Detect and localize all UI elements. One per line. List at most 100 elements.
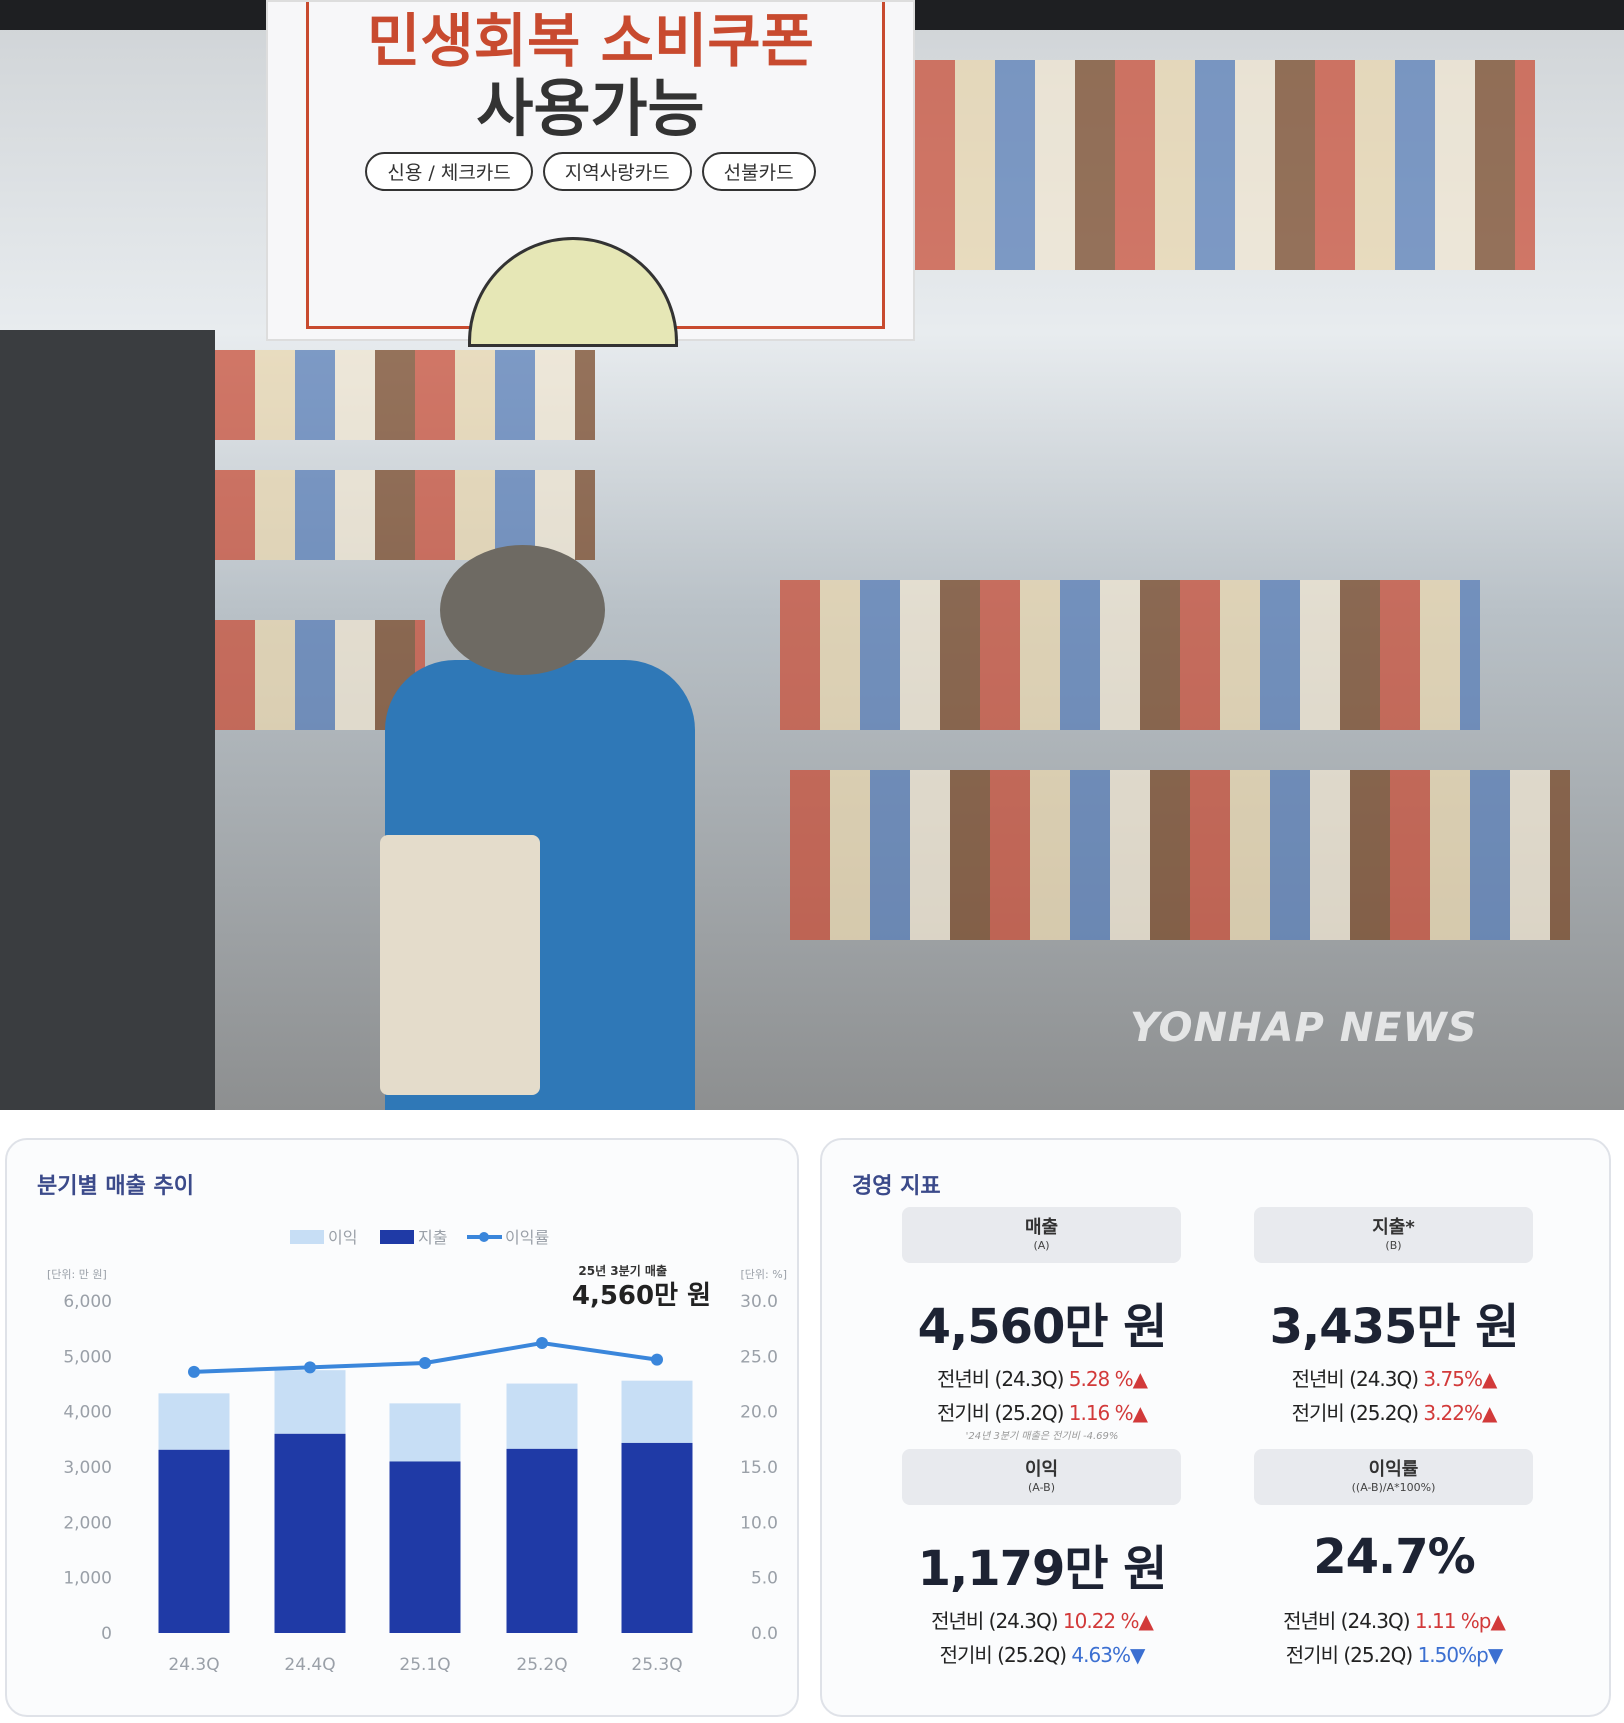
y-axis-unit-left: [단위: 만 원]	[47, 1268, 107, 1281]
kpi-label: 이익률	[1368, 1459, 1419, 1480]
tote-bag	[380, 835, 540, 1095]
yoy-label: 전년비 (24.3Q)	[931, 1609, 1058, 1633]
y-tick-left: 0	[101, 1624, 112, 1644]
kpi-formula: ((A-B)/A*100%)	[1351, 1481, 1436, 1494]
y-tick-right: 5.0	[751, 1569, 778, 1589]
bar-profit	[274, 1370, 346, 1434]
kpi-label: 지출*	[1372, 1217, 1415, 1238]
kpi-footnote: '24년 3분기 매출은 전기비 -4.69%	[965, 1431, 1119, 1442]
sign-pill: 선불카드	[701, 152, 816, 191]
yoy-value: 1.11 %p	[1414, 1609, 1492, 1633]
chart-svg: 0 1,000 2,000 3,000 4,000 5,000 6,000 0.0 5.0 10.…	[47, 1228, 787, 1675]
y-tick-right: 20.0	[740, 1403, 778, 1423]
kpi-title: 경영 지표	[852, 1174, 941, 1199]
legend-label-rate: 이익률	[505, 1228, 549, 1247]
sign-pill: 지역사랑카드	[542, 152, 692, 191]
kpi-qoq: 전기비 (25.2Q) 1.16 %▲	[862, 1397, 1222, 1426]
bar-expense	[158, 1449, 230, 1633]
x-tick: 25.3Q	[631, 1655, 682, 1675]
arrow-up-icon: ▲	[1132, 1401, 1148, 1425]
qoq-label: 전기비 (25.2Q)	[939, 1643, 1067, 1667]
kpi-label: 이익	[1024, 1459, 1059, 1480]
bar-expense	[389, 1461, 461, 1633]
shopper	[380, 545, 695, 1110]
kpi-value: 3,435만 원	[1269, 1299, 1520, 1355]
y-tick-left: 6,000	[63, 1292, 112, 1312]
legend-label-expense: 지출	[418, 1228, 447, 1247]
coupon-sign: 민생회복 소비쿠폰 사용가능 신용 / 체크카드 지역사랑카드 선불카드	[266, 0, 915, 347]
kpi-yoy: 전년비 (24.3Q) 3.75%▲	[1214, 1363, 1574, 1392]
yoy-label: 전년비 (24.3Q)	[936, 1367, 1064, 1391]
y-tick-right: 15.0	[740, 1458, 778, 1478]
arrow-up-icon: ▲	[1132, 1367, 1148, 1391]
legend-label-profit: 이익	[328, 1228, 357, 1247]
y-tick-right: 10.0	[740, 1513, 778, 1533]
y-tick-left: 5,000	[63, 1347, 112, 1367]
sign-line1: 민생회복 소비쿠폰	[366, 7, 815, 75]
legend-marker-rate	[479, 1232, 489, 1242]
qoq-value: 1.50%p	[1417, 1643, 1489, 1667]
arrow-up-icon: ▲	[1490, 1609, 1506, 1633]
kpi-header: 이익률 ((A-B)/A*100%)	[1254, 1449, 1533, 1505]
yoy-value: 5.28 %	[1068, 1367, 1134, 1391]
point-profit-rate	[651, 1353, 663, 1366]
kpi-qoq: 전기비 (25.2Q) 4.63%▼	[862, 1639, 1222, 1668]
legend-swatch-expense	[380, 1230, 414, 1244]
kpi-header: 이익 (A-B)	[902, 1449, 1181, 1505]
kpi-formula: (A)	[1033, 1239, 1050, 1252]
y-tick-right: 25.0	[740, 1347, 778, 1367]
point-profit-rate	[419, 1356, 431, 1369]
point-profit-rate	[188, 1365, 200, 1378]
arrow-up-icon: ▲	[1481, 1401, 1497, 1425]
y-tick-left: 2,000	[63, 1513, 112, 1533]
x-tick: 24.4Q	[284, 1655, 335, 1675]
bar-profit	[389, 1403, 461, 1462]
qoq-label: 전기비 (25.2Q)	[1285, 1643, 1413, 1667]
shelf-products	[790, 770, 1570, 940]
kpi-header: 매출 (A)	[902, 1207, 1181, 1263]
kpi-value: 1,179만 원	[917, 1541, 1168, 1597]
y-tick-left: 3,000	[63, 1458, 112, 1478]
kpi-yoy: 전년비 (24.3Q) 5.28 %▲	[862, 1363, 1222, 1392]
shelf-products	[780, 580, 1480, 730]
yoy-value: 3.75%	[1423, 1367, 1483, 1391]
yoy-value: 10.22 %	[1062, 1609, 1140, 1633]
qoq-label: 전기비 (25.2Q)	[936, 1401, 1064, 1425]
kpi-panel: 경영 지표 매출 (A) 4,560만 원 전년비 (24.3Q) 5.28 %…	[820, 1138, 1611, 1717]
arrow-down-icon: ▼	[1129, 1643, 1145, 1667]
kpi-value: 4,560만 원	[917, 1299, 1168, 1355]
annotation-label: 25년 3분기 매출	[578, 1263, 667, 1278]
yoy-label: 전년비 (24.3Q)	[1291, 1367, 1419, 1391]
kpi-formula: (A-B)	[1028, 1481, 1055, 1494]
arrow-up-icon: ▲	[1481, 1367, 1497, 1391]
kpi-formula: (B)	[1385, 1239, 1402, 1252]
bar-profit	[506, 1383, 578, 1449]
kpi-value: 24.7%	[1313, 1529, 1476, 1585]
bar-expense	[274, 1433, 346, 1633]
point-profit-rate	[536, 1337, 548, 1350]
y-tick-left: 4,000	[63, 1403, 112, 1423]
store-photo: 민생회복 소비쿠폰 사용가능 신용 / 체크카드 지역사랑카드 선불카드 YON…	[0, 0, 1624, 1110]
y-tick-right: 0.0	[751, 1624, 778, 1644]
qoq-label: 전기비 (25.2Q)	[1291, 1401, 1419, 1425]
qoq-value: 4.63%	[1071, 1643, 1131, 1667]
legend-swatch-profit	[290, 1230, 324, 1244]
shelf-products	[215, 350, 595, 440]
bar-profit	[621, 1380, 693, 1443]
qoq-value: 3.22%	[1423, 1401, 1483, 1425]
sign-pill: 신용 / 체크카드	[365, 152, 533, 191]
point-profit-rate	[304, 1361, 316, 1374]
annotation-value: 4,560만 원	[572, 1281, 711, 1311]
kpi-qoq: 전기비 (25.2Q) 1.50%p▼	[1214, 1639, 1574, 1668]
y-axis-unit-right: [단위: %]	[741, 1268, 787, 1281]
qoq-value: 1.16 %	[1068, 1401, 1134, 1425]
bar-profit	[158, 1393, 230, 1450]
y-tick-right: 30.0	[740, 1292, 778, 1312]
y-tick-left: 1,000	[63, 1569, 112, 1589]
bar-expense	[506, 1448, 578, 1633]
kpi-yoy: 전년비 (24.3Q) 1.11 %p▲	[1214, 1605, 1574, 1634]
fridge-frame-left	[0, 330, 215, 1110]
chart-title: 분기별 매출 추이	[37, 1174, 194, 1199]
arrow-up-icon: ▲	[1138, 1609, 1154, 1633]
kpi-label: 매출	[1024, 1217, 1059, 1238]
